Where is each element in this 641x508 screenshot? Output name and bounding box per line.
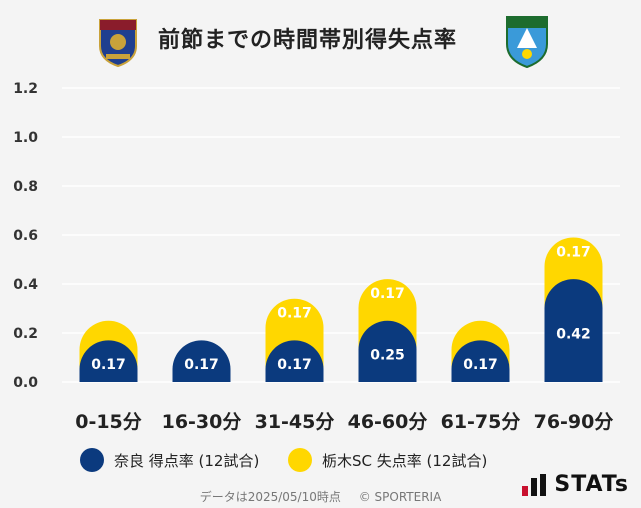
bar-nara [172,340,231,382]
bar-nara [358,320,417,382]
legend-swatch-nara [80,448,104,472]
legend-item-tochigi: 栃木SC 失点率 (12試合) [288,448,487,472]
chart: 0.00.20.40.60.81.01.2 0.17 0.17 0.170.170.… [13,81,620,433]
x-axis-ticks: 0-15分 16-30分 31-45分 46-60分 61-75分 76-90分 [75,411,613,433]
bar-nara [265,340,324,382]
bar-nara [544,279,603,382]
y-tick-label: 1.0 [13,130,38,146]
data-label-tochigi: 0.17 [370,286,405,302]
y-tick-label: 0.6 [13,228,38,244]
brand-name: STATs [554,472,629,497]
nara-crest-icon [99,19,137,68]
data-label-nara: 0.17 [463,357,498,373]
chart-title: 前節までの時間帯別得失点率 [158,28,458,53]
data-label-nara: 0.42 [556,327,591,343]
legend-label-nara: 奈良 得点率 (12試合) [114,451,260,470]
grid-lines [62,87,620,383]
y-tick-label: 1.2 [13,81,38,97]
data-label-nara: 0.17 [91,357,126,373]
x-tick-label: 61-75分 [441,411,521,433]
bars [79,237,603,382]
stats-brand: STATs [522,474,629,496]
data-date: データは2025/05/10時点 [199,490,341,504]
y-tick-label: 0.0 [13,375,38,391]
data-label-nara: 0.25 [370,347,405,363]
data-label-nara: 0.17 [277,357,312,373]
y-axis-ticks: 0.0 0.2 0.4 0.6 0.8 1.0 1.2 [13,81,38,391]
y-tick-label: 0.8 [13,179,38,195]
data-label-tochigi: 0.17 [277,306,312,322]
tochigi-crest-icon [506,16,548,69]
y-tick-label: 0.4 [13,277,38,293]
legend-item-nara: 奈良 得点率 (12試合) [80,448,259,472]
bar-nara [451,340,510,382]
x-tick-label: 16-30分 [162,411,242,433]
legend-label-tochigi: 栃木SC 失点率 (12試合) [322,451,488,470]
data-label-nara: 0.17 [184,357,219,373]
x-tick-label: 31-45分 [255,411,335,433]
y-tick-label: 0.2 [13,326,38,342]
data-label-tochigi: 0.17 [556,244,591,260]
x-tick-label: 76-90分 [534,411,614,433]
footer: データは2025/05/10時点 © SPORTERIA [0,488,641,505]
header: 前節までの時間帯別得失点率 [0,0,641,80]
stats-logo-icon [522,474,547,496]
bar-nara [79,340,138,382]
copyright: © SPORTERIA [358,490,442,504]
data-labels: 0.17 0.17 0.17 0.17 0.25 0.17 0.17 0.42 0.17 [91,244,591,373]
legend-swatch-tochigi [288,448,312,472]
x-tick-label: 0-15分 [75,411,142,433]
x-tick-label: 46-60分 [348,411,428,433]
